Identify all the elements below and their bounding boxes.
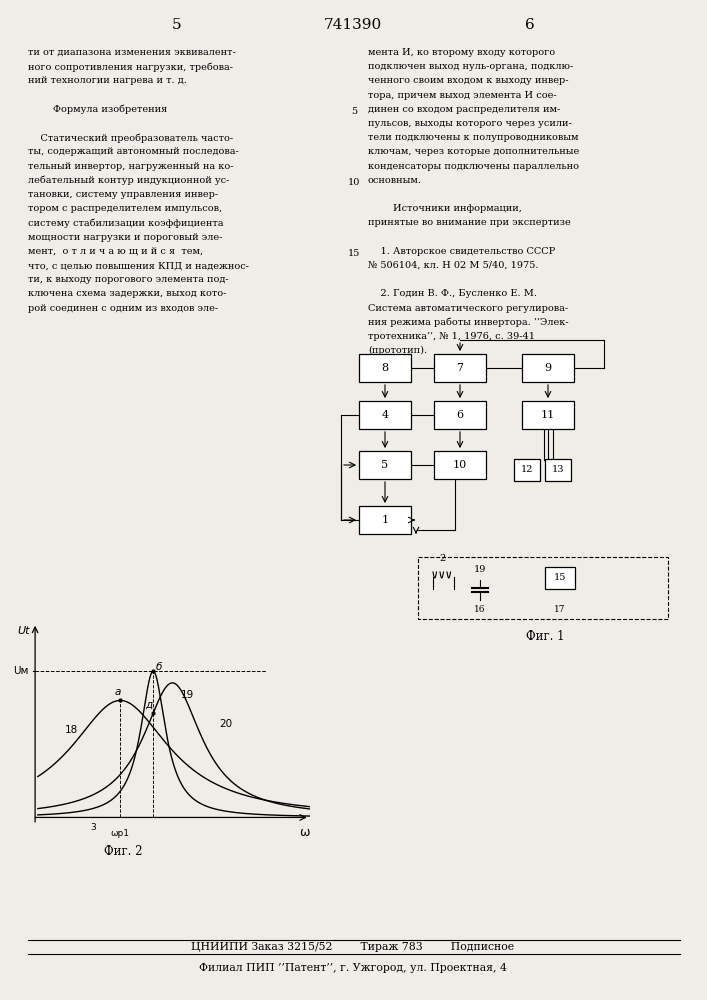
Text: 1: 1 xyxy=(382,515,389,525)
Text: 5: 5 xyxy=(173,18,182,32)
Text: 8: 8 xyxy=(382,363,389,373)
Text: динен со входом распределителя им-: динен со входом распределителя им- xyxy=(368,105,560,114)
Text: ωр1: ωр1 xyxy=(111,829,129,838)
Text: мента И, ко второму входу которого: мента И, ко второму входу которого xyxy=(368,48,555,57)
Text: мощности нагрузки и пороговый эле-: мощности нагрузки и пороговый эле- xyxy=(28,233,223,242)
Text: ти от диапазона изменения эквивалент-: ти от диапазона изменения эквивалент- xyxy=(28,48,235,57)
Text: 9: 9 xyxy=(544,363,551,373)
Bar xyxy=(545,459,571,481)
Text: Филиал ПИП ’’Патент’’, г. Ужгород, ул. Проектная, 4: Филиал ПИП ’’Патент’’, г. Ужгород, ул. П… xyxy=(199,963,507,973)
Text: Фиг. 1: Фиг. 1 xyxy=(526,630,564,643)
Text: 2. Годин В. Ф., Бусленко Е. М.: 2. Годин В. Ф., Бусленко Е. М. xyxy=(368,289,537,298)
Text: тельный инвертор, нагруженный на ко-: тельный инвертор, нагруженный на ко- xyxy=(28,162,233,171)
Text: лебательный контур индукционной ус-: лебательный контур индукционной ус- xyxy=(28,176,229,185)
Bar xyxy=(359,506,411,534)
Text: 2: 2 xyxy=(440,554,446,563)
Text: Система автоматического регулирова-: Система автоматического регулирова- xyxy=(368,304,568,313)
Bar xyxy=(522,354,574,382)
Text: 12: 12 xyxy=(521,466,533,475)
Bar xyxy=(434,354,486,382)
Text: 19: 19 xyxy=(474,565,486,574)
Text: Статический преобразователь часто-: Статический преобразователь часто- xyxy=(28,133,233,143)
Bar xyxy=(359,354,411,382)
Text: 4: 4 xyxy=(382,410,389,420)
Bar xyxy=(434,401,486,429)
Text: Формула изобретения: Формула изобретения xyxy=(28,105,168,114)
Text: a: a xyxy=(115,687,121,697)
Text: 15: 15 xyxy=(554,574,566,582)
Bar xyxy=(522,401,574,429)
Text: принятые во внимание при экспертизе: принятые во внимание при экспертизе xyxy=(368,218,571,227)
Text: основным.: основным. xyxy=(368,176,422,185)
Text: 3: 3 xyxy=(90,823,95,832)
Text: 7: 7 xyxy=(457,363,464,373)
Bar xyxy=(545,567,575,589)
Text: ний технологии нагрева и т. д.: ний технологии нагрева и т. д. xyxy=(28,76,187,85)
Text: 13: 13 xyxy=(551,466,564,475)
Text: тели подключены к полупроводниковым: тели подключены к полупроводниковым xyxy=(368,133,578,142)
Text: 15: 15 xyxy=(348,249,360,258)
Text: ты, содержащий автономный последова-: ты, содержащий автономный последова- xyxy=(28,147,239,156)
Text: ния режима работы инвертора. ’’Элек-: ния режима работы инвертора. ’’Элек- xyxy=(368,318,568,327)
Text: 17: 17 xyxy=(554,605,566,614)
Text: ного сопротивления нагрузки, требова-: ного сопротивления нагрузки, требова- xyxy=(28,62,233,72)
Text: 5: 5 xyxy=(351,107,357,116)
Text: пульсов, выходы которого через усили-: пульсов, выходы которого через усили- xyxy=(368,119,572,128)
Text: Фиг. 2: Фиг. 2 xyxy=(104,845,142,858)
Bar xyxy=(359,451,411,479)
Text: рой соединен с одним из входов эле-: рой соединен с одним из входов эле- xyxy=(28,304,218,313)
Text: Ut: Ut xyxy=(17,626,30,636)
Bar xyxy=(434,451,486,479)
Text: № 506104, кл. Н 02 М 5/40, 1975.: № 506104, кл. Н 02 М 5/40, 1975. xyxy=(368,261,539,270)
Text: 19: 19 xyxy=(180,690,194,700)
Text: ω: ω xyxy=(299,826,310,839)
Text: (прототип).: (прототип). xyxy=(368,346,427,355)
Text: 20: 20 xyxy=(219,719,232,729)
Text: 5: 5 xyxy=(382,460,389,470)
Text: тротехника’’, № 1, 1976, с. 39-41: тротехника’’, № 1, 1976, с. 39-41 xyxy=(368,332,535,341)
Text: что, с целью повышения КПД и надежнос-: что, с целью повышения КПД и надежнос- xyxy=(28,261,249,270)
Text: 10: 10 xyxy=(348,178,360,187)
Text: Источники информации,: Источники информации, xyxy=(368,204,522,213)
Text: 16: 16 xyxy=(474,605,486,614)
Text: ченного своим входом к выходу инвер-: ченного своим входом к выходу инвер- xyxy=(368,76,568,85)
Text: 11: 11 xyxy=(541,410,555,420)
Text: 741390: 741390 xyxy=(324,18,382,32)
Text: 6: 6 xyxy=(525,18,535,32)
Bar xyxy=(359,401,411,429)
Bar xyxy=(514,459,540,481)
Text: Uм: Uм xyxy=(13,666,28,676)
Text: тором с распределителем импульсов,: тором с распределителем импульсов, xyxy=(28,204,222,213)
Bar xyxy=(418,557,668,619)
Text: 18: 18 xyxy=(65,725,78,735)
Text: б: б xyxy=(156,662,163,672)
Text: тора, причем выход элемента И сое-: тора, причем выход элемента И сое- xyxy=(368,91,556,100)
Text: 10: 10 xyxy=(453,460,467,470)
Text: ти, к выходу порогового элемента под-: ти, к выходу порогового элемента под- xyxy=(28,275,228,284)
Text: ЦНИИПИ Заказ 3215/52        Тираж 783        Подписное: ЦНИИПИ Заказ 3215/52 Тираж 783 Подписное xyxy=(192,942,515,952)
Text: тановки, систему управления инвер-: тановки, систему управления инвер- xyxy=(28,190,218,199)
Text: 6: 6 xyxy=(457,410,464,420)
Text: подключен выход нуль-органа, подклю-: подключен выход нуль-органа, подклю- xyxy=(368,62,573,71)
Text: 1. Авторское свидетельство СССР: 1. Авторское свидетельство СССР xyxy=(368,247,555,256)
Text: ключам, через которые дополнительные: ключам, через которые дополнительные xyxy=(368,147,579,156)
Text: конденсаторы подключены параллельно: конденсаторы подключены параллельно xyxy=(368,162,579,171)
Text: мент,  о т л и ч а ю щ и й с я  тем,: мент, о т л и ч а ю щ и й с я тем, xyxy=(28,247,203,256)
Text: систему стабилизации коэффициента: систему стабилизации коэффициента xyxy=(28,218,223,228)
Text: ключена схема задержки, выход кото-: ключена схема задержки, выход кото- xyxy=(28,289,226,298)
Text: д: д xyxy=(145,699,152,709)
